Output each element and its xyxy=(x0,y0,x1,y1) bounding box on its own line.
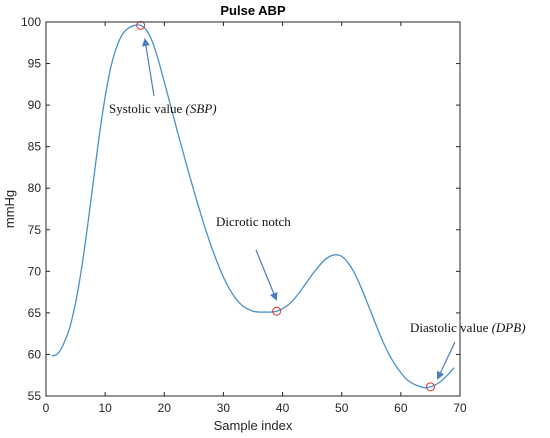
annotation-dicrotic: Dicrotic notch xyxy=(216,214,291,229)
y-tick-label: 65 xyxy=(28,306,42,320)
x-tick-label: 40 xyxy=(276,401,290,415)
y-tick-label: 95 xyxy=(28,57,42,71)
x-axis-label: Sample index xyxy=(214,418,293,433)
annotation-systolic-italic: (SBP) xyxy=(186,101,217,116)
annotation-diastolic: Diastolic value (DPB) xyxy=(410,320,526,335)
abp-series-line xyxy=(51,24,455,389)
series-layer xyxy=(51,24,455,389)
plot-background xyxy=(46,22,460,396)
annotation-systolic-text: Systolic value xyxy=(109,101,186,116)
x-tick-label: 0 xyxy=(43,401,50,415)
y-tick-label: 60 xyxy=(28,347,42,361)
peak-marker xyxy=(272,306,282,316)
arrow-dicrotic xyxy=(255,249,278,301)
x-tick-label: 20 xyxy=(158,401,172,415)
x-tick-label: 70 xyxy=(453,401,467,415)
peak-marker xyxy=(425,382,435,392)
x-tick-label: 50 xyxy=(335,401,349,415)
markers-layer xyxy=(136,20,435,392)
ticks-layer: 0 10 20 30 40 50 60 70 55 60 65 70 75 80 85 90 95 100 xyxy=(21,15,467,415)
chart-title: Pulse ABP xyxy=(220,3,286,18)
y-tick-label: 55 xyxy=(28,389,42,403)
annotation-systolic: Systolic value (SBP) xyxy=(109,101,217,116)
arrow-systolic xyxy=(142,38,155,97)
y-tick-label: 80 xyxy=(28,181,42,195)
arrow-diastolic xyxy=(436,341,456,380)
y-tick-label: 90 xyxy=(28,98,42,112)
x-tick-label: 30 xyxy=(217,401,231,415)
x-tick-label: 60 xyxy=(394,401,408,415)
y-tick-label: 100 xyxy=(21,15,41,29)
y-axis-label: mmHg xyxy=(2,190,17,228)
y-tick-label: 70 xyxy=(28,264,42,278)
y-tick-label: 85 xyxy=(28,140,42,154)
plot-frame xyxy=(45,21,461,397)
annotation-diastolic-text: Diastolic value xyxy=(410,320,492,335)
annotation-diastolic-italic: (DPB) xyxy=(492,320,526,335)
x-tick-label: 10 xyxy=(98,401,112,415)
y-tick-label: 75 xyxy=(28,223,42,237)
peak-marker xyxy=(136,20,146,30)
